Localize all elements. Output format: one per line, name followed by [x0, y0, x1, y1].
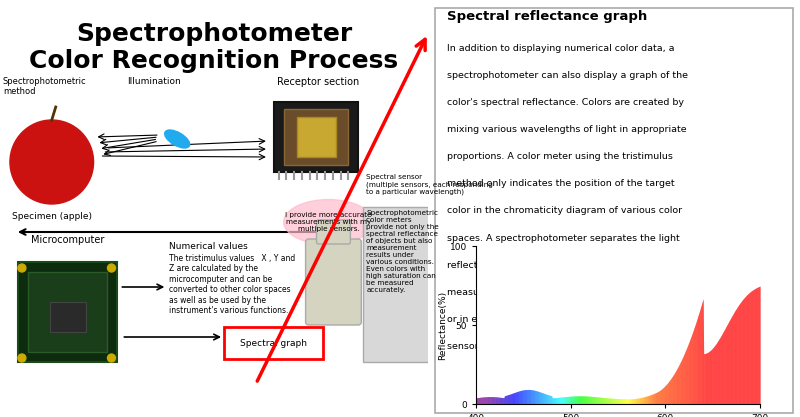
FancyBboxPatch shape [224, 327, 323, 359]
Text: Spectrophotometric
method: Spectrophotometric method [3, 77, 86, 96]
FancyBboxPatch shape [18, 262, 118, 362]
Text: In addition to displaying numerical color data, a: In addition to displaying numerical colo… [446, 44, 674, 53]
FancyBboxPatch shape [317, 220, 350, 244]
Text: method only indicates the position of the target: method only indicates the position of th… [446, 179, 674, 188]
Circle shape [10, 120, 94, 204]
FancyBboxPatch shape [297, 117, 337, 157]
Text: reflected from an object with a diffraction grating,: reflected from an object with a diffract… [446, 261, 685, 270]
Text: Illumination: Illumination [127, 77, 181, 86]
FancyBboxPatch shape [28, 272, 107, 352]
Circle shape [18, 354, 26, 362]
Text: The tristimulus values   X , Y and
Z are calculated by the
microcomputer and can: The tristimulus values X , Y and Z are c… [170, 254, 295, 315]
Text: or in each wavelength range by using multiple: or in each wavelength range by using mul… [446, 315, 668, 324]
Text: Color Recognition Process: Color Recognition Process [30, 49, 398, 73]
Text: mixing various wavelengths of light in appropriate: mixing various wavelengths of light in a… [446, 125, 686, 134]
Text: Numerical values: Numerical values [170, 242, 248, 251]
Circle shape [107, 354, 115, 362]
FancyBboxPatch shape [306, 239, 362, 325]
Text: proportions. A color meter using the tristimulus: proportions. A color meter using the tri… [446, 152, 673, 161]
Text: I provide more accurate
measurements with my
multiple sensors.: I provide more accurate measurements wit… [285, 212, 372, 232]
FancyBboxPatch shape [435, 8, 793, 413]
Text: color's spectral reflectance. Colors are created by: color's spectral reflectance. Colors are… [446, 98, 683, 107]
Text: Spectral sensor
(multiple sensors, each responding
to a particular wavelength): Spectral sensor (multiple sensors, each … [366, 174, 493, 195]
Ellipse shape [284, 199, 374, 244]
Text: measures spectral reflectance at each wavelength: measures spectral reflectance at each wa… [446, 288, 688, 297]
Text: Specimen (apple): Specimen (apple) [12, 212, 92, 221]
Text: Spectral graph: Spectral graph [240, 339, 307, 347]
FancyBboxPatch shape [284, 109, 348, 165]
FancyBboxPatch shape [50, 302, 86, 332]
Text: Spectrophotometric
color meters
provide not only the
spectral reflectance
of obj: Spectrophotometric color meters provide … [366, 210, 439, 293]
Text: Receptor section: Receptor section [278, 77, 360, 87]
FancyBboxPatch shape [363, 207, 488, 362]
Text: Microcomputer: Microcomputer [31, 235, 104, 245]
Circle shape [107, 264, 115, 272]
Text: spaces. A spectrophotometer separates the light: spaces. A spectrophotometer separates th… [446, 234, 679, 243]
Text: sensors, and then displays the data on a graph.: sensors, and then displays the data on a… [446, 342, 674, 351]
Text: color in the chromaticity diagram of various color: color in the chromaticity diagram of var… [446, 206, 682, 216]
Ellipse shape [165, 130, 190, 148]
Circle shape [18, 264, 26, 272]
Text: Spectral reflectance graph: Spectral reflectance graph [446, 10, 647, 23]
FancyBboxPatch shape [274, 102, 358, 172]
Y-axis label: Reflectance(%): Reflectance(%) [438, 291, 447, 360]
Text: spectrophotometer can also display a graph of the: spectrophotometer can also display a gra… [446, 71, 688, 80]
Text: Spectrophotometer: Spectrophotometer [76, 22, 352, 46]
